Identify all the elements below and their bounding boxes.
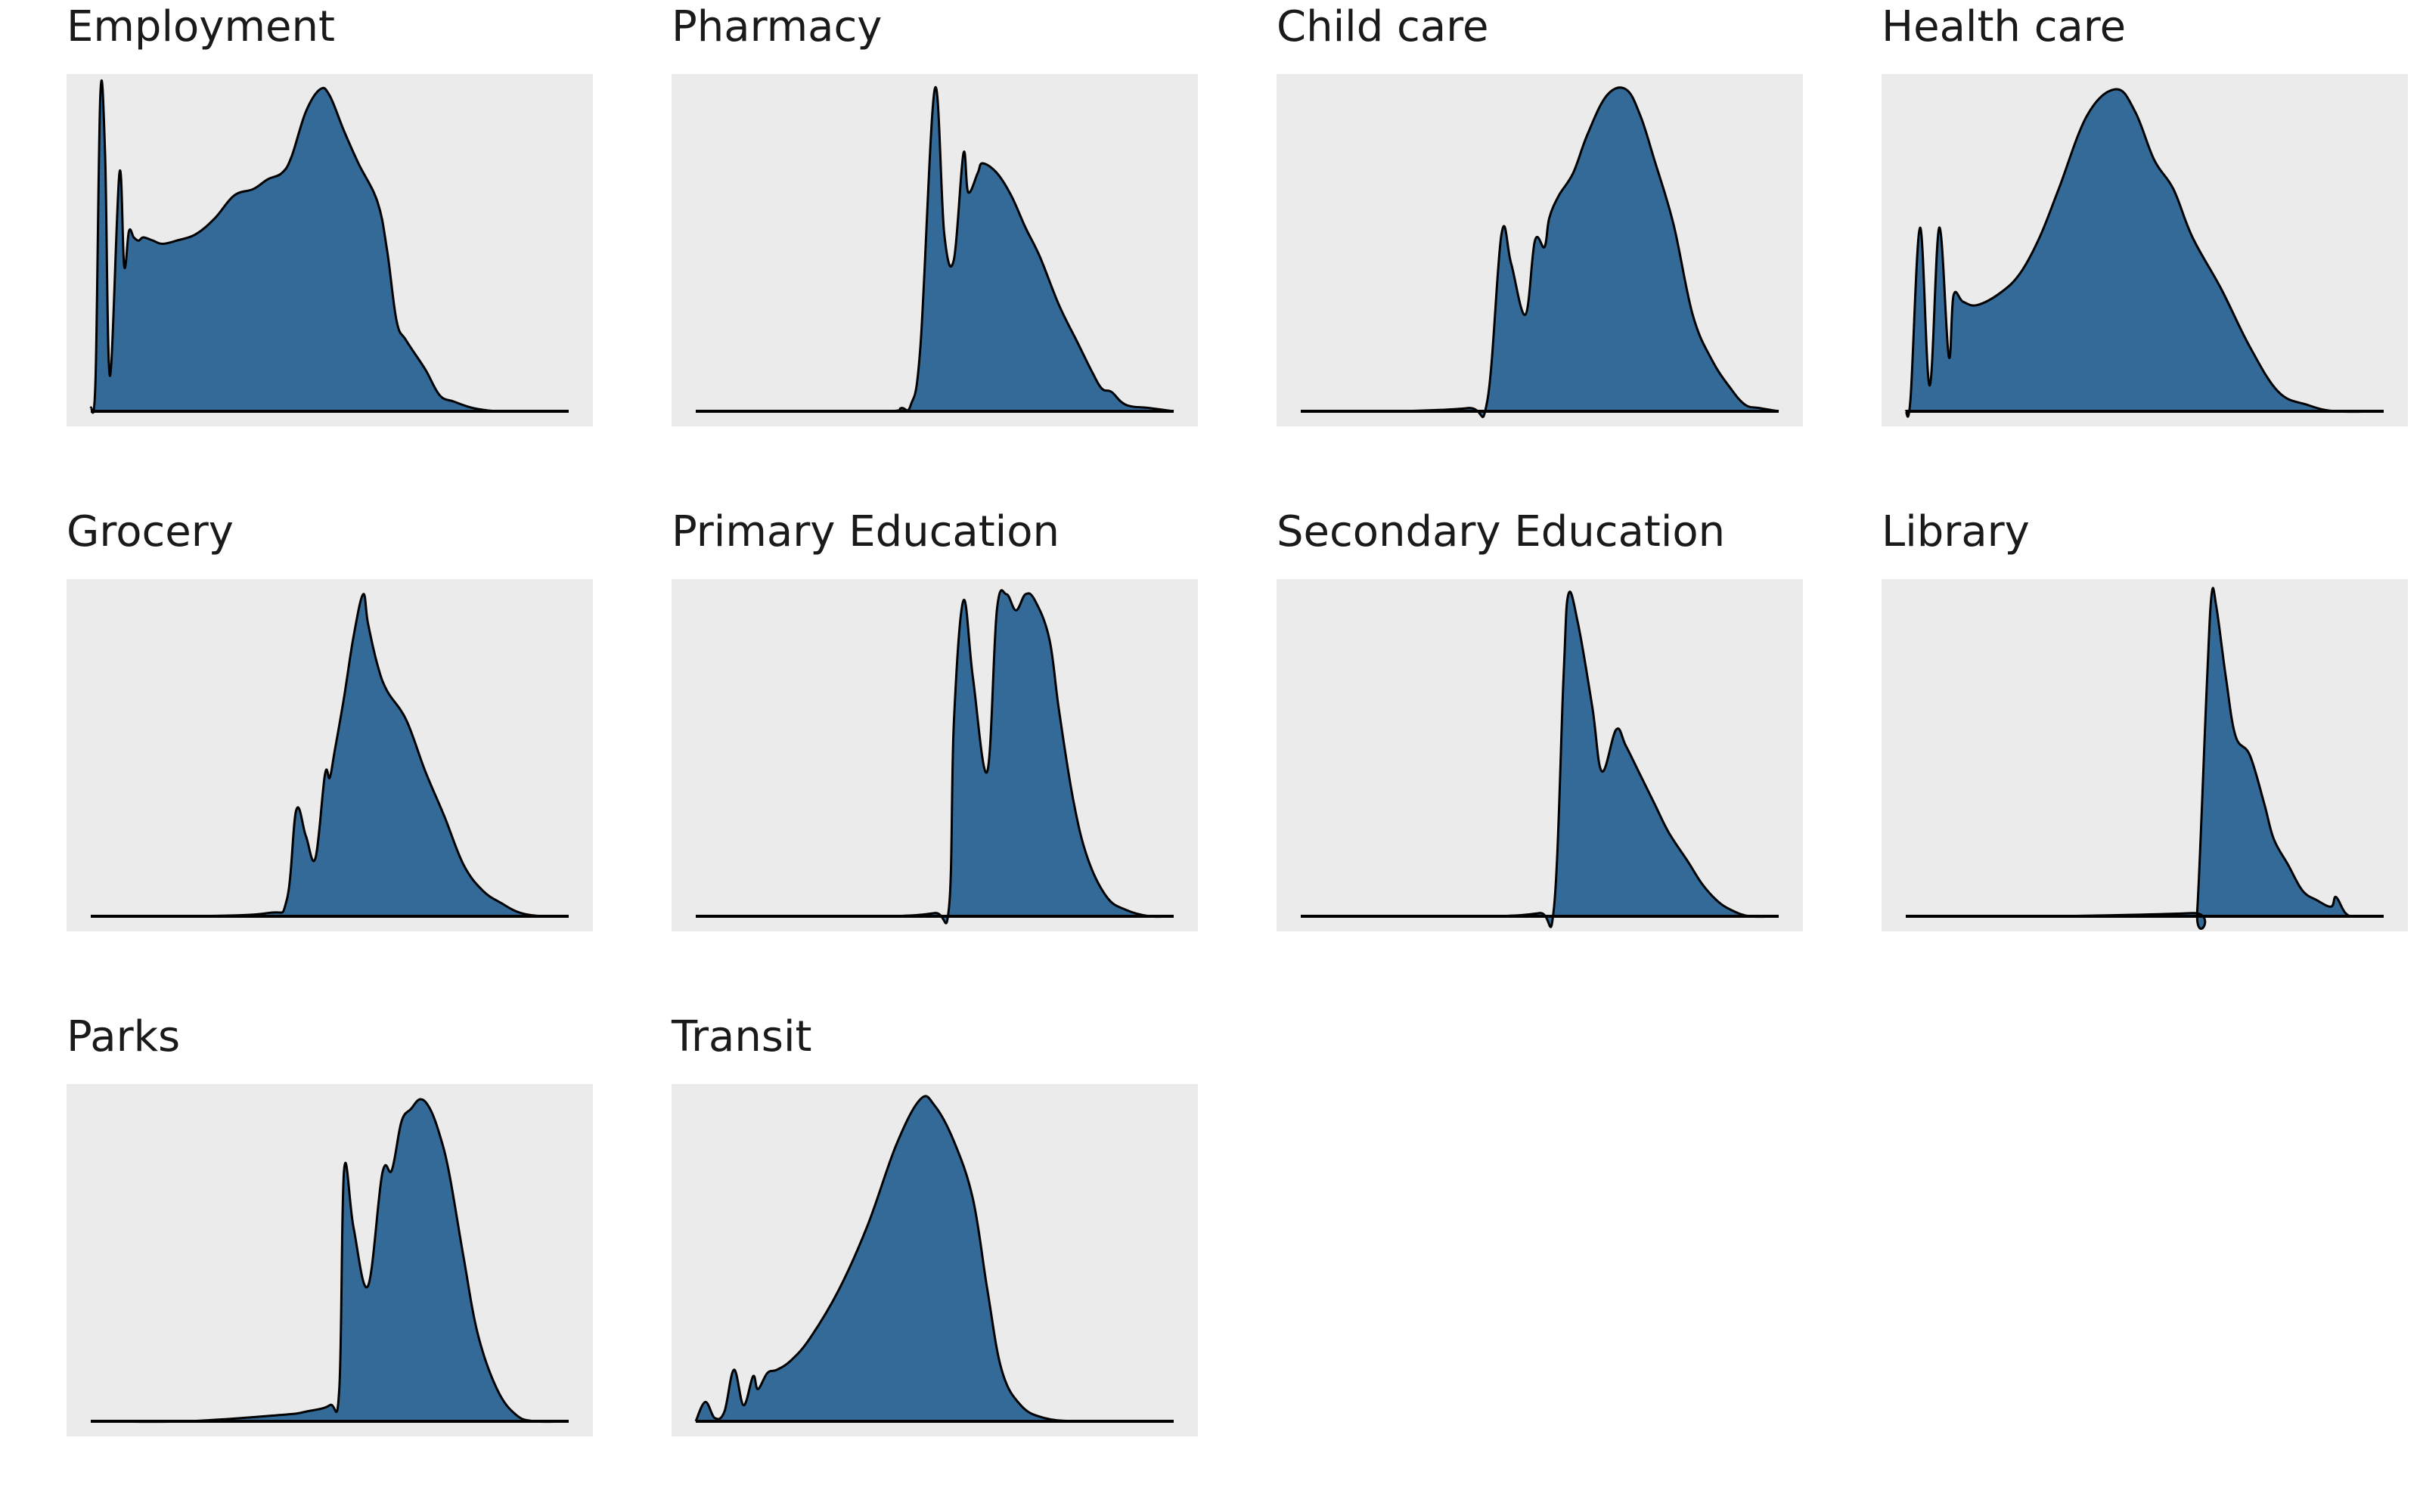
density-area bbox=[1301, 591, 1779, 928]
density-area bbox=[696, 1095, 1174, 1422]
chart-title: Parks bbox=[67, 1012, 181, 1061]
density-area bbox=[91, 1099, 569, 1422]
density-line bbox=[1300, 86, 1779, 418]
density-line bbox=[90, 593, 569, 918]
chart-panel: Health care bbox=[1882, 0, 2408, 426]
chart-title: Library bbox=[1882, 507, 2030, 556]
density-plot bbox=[672, 579, 1198, 931]
density-plot bbox=[1882, 74, 2408, 426]
density-plot bbox=[1882, 579, 2408, 931]
plot-background bbox=[1277, 579, 1803, 931]
chart-title: Grocery bbox=[67, 507, 234, 556]
chart-panel: Parks bbox=[67, 1010, 593, 1436]
chart-panel: Employment bbox=[67, 0, 593, 426]
chart-title: Health care bbox=[1882, 2, 2127, 51]
density-area bbox=[1906, 587, 2384, 929]
density-plot bbox=[672, 74, 1198, 426]
chart-title: Primary Education bbox=[672, 507, 1060, 556]
density-area bbox=[696, 87, 1174, 412]
density-plot bbox=[67, 74, 593, 426]
chart-title: Transit bbox=[672, 1012, 812, 1061]
density-line bbox=[695, 589, 1174, 925]
plot-background bbox=[67, 1084, 593, 1436]
density-area bbox=[91, 593, 569, 917]
density-line bbox=[90, 1098, 569, 1424]
chart-title: Child care bbox=[1277, 2, 1489, 51]
chart-panel: Grocery bbox=[67, 505, 593, 931]
density-plot bbox=[1277, 579, 1803, 931]
density-line bbox=[89, 79, 569, 414]
density-line bbox=[1905, 587, 2384, 930]
density-line bbox=[1904, 88, 2384, 418]
density-area bbox=[1301, 87, 1779, 417]
density-area bbox=[91, 80, 569, 413]
chart-panel: Pharmacy bbox=[672, 0, 1198, 426]
chart-panel: Secondary Education bbox=[1277, 505, 1803, 931]
plot-background bbox=[1882, 579, 2408, 931]
chart-title: Pharmacy bbox=[672, 2, 883, 51]
chart-panel: Transit bbox=[672, 1010, 1198, 1436]
density-plot bbox=[672, 1084, 1198, 1436]
density-plot bbox=[1277, 74, 1803, 426]
density-plot bbox=[67, 1084, 593, 1436]
chart-title: Secondary Education bbox=[1277, 507, 1726, 556]
chart-panel: Primary Education bbox=[672, 505, 1198, 931]
chart-title: Employment bbox=[67, 2, 335, 51]
chart-panel: Child care bbox=[1277, 0, 1803, 426]
density-plot bbox=[67, 579, 593, 931]
plot-background bbox=[672, 579, 1198, 931]
density-line bbox=[694, 1095, 1174, 1423]
density-line bbox=[1300, 590, 1779, 928]
density-line bbox=[695, 85, 1174, 413]
density-area bbox=[1906, 88, 2384, 417]
chart-panel: Library bbox=[1882, 505, 2408, 931]
